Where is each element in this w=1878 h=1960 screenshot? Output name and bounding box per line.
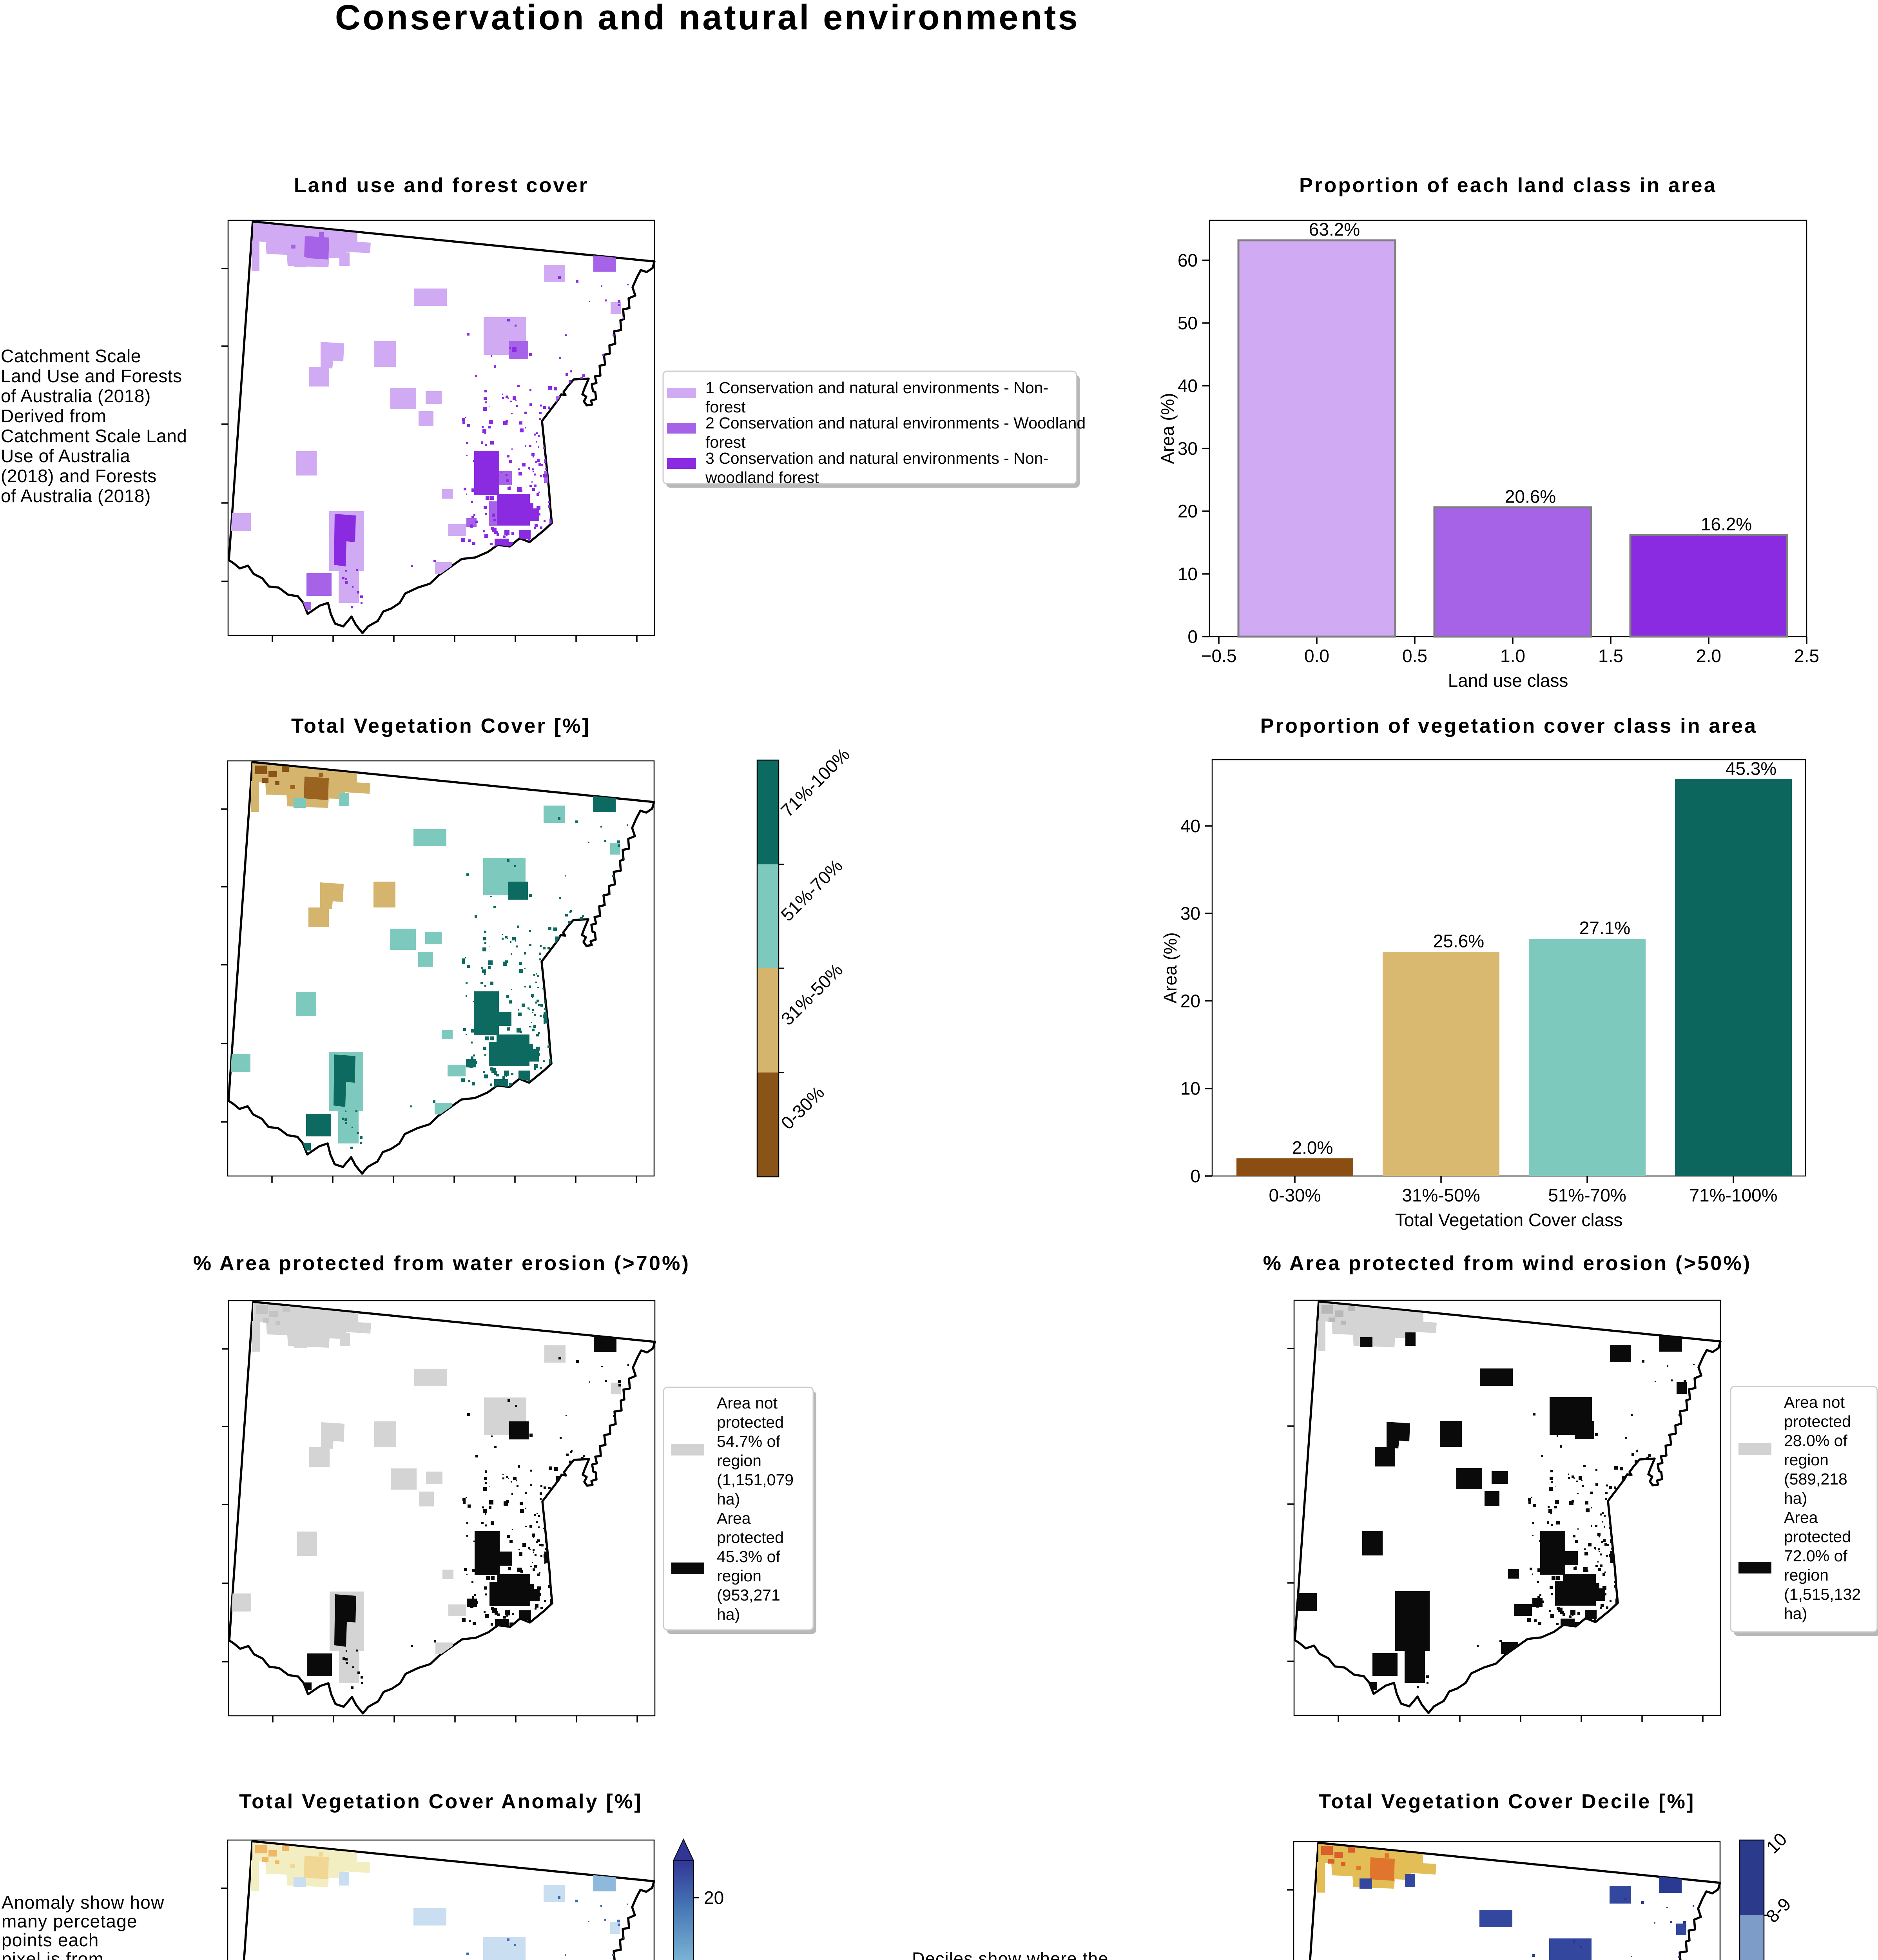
svg-text:63.2%: 63.2% — [1309, 219, 1360, 240]
svg-text:Conservation and natural envir: Conservation and natural environments — [335, 0, 1080, 37]
svg-text:Catchment Scale Land: Catchment Scale Land — [1, 426, 187, 446]
svg-text:protected: protected — [717, 1528, 784, 1546]
svg-text:50: 50 — [1178, 313, 1198, 333]
svg-text:−0.5: −0.5 — [1201, 646, 1237, 666]
svg-text:71%-100%: 71%-100% — [777, 744, 854, 821]
svg-text:Land Use and Forests: Land Use and Forests — [1, 366, 182, 386]
svg-text:points each: points each — [2, 1930, 99, 1950]
svg-text:54.7% of: 54.7% of — [717, 1432, 780, 1450]
svg-text:20: 20 — [1178, 501, 1198, 521]
svg-text:10: 10 — [1762, 1829, 1791, 1857]
svg-text:(2018) and Forests: (2018) and Forests — [1, 466, 157, 486]
svg-text:Area not: Area not — [717, 1394, 778, 1412]
svg-text:Area (%): Area (%) — [1157, 393, 1178, 464]
svg-text:Area: Area — [717, 1509, 751, 1527]
svg-text:pixel is from: pixel is from — [2, 1949, 104, 1960]
svg-text:Catchment Scale: Catchment Scale — [1, 346, 141, 366]
svg-text:40: 40 — [1180, 816, 1200, 836]
svg-text:28.0% of: 28.0% of — [1784, 1432, 1847, 1450]
svg-text:45.3%: 45.3% — [1726, 758, 1776, 779]
svg-text:40: 40 — [1178, 376, 1198, 396]
svg-text:1.5: 1.5 — [1598, 646, 1623, 666]
svg-text:2 Conservation and natural env: 2 Conservation and natural environments … — [705, 414, 1086, 432]
svg-text:0.0: 0.0 — [1304, 646, 1329, 666]
svg-text:woodland forest: woodland forest — [705, 468, 819, 486]
svg-text:region: region — [717, 1567, 761, 1585]
svg-text:protected: protected — [1784, 1412, 1851, 1430]
svg-text:2.0: 2.0 — [1696, 646, 1721, 666]
svg-text:72.0% of: 72.0% of — [1784, 1547, 1847, 1565]
svg-text:30: 30 — [1180, 903, 1200, 924]
svg-text:% Area protected from wind ero: % Area protected from wind erosion (>50%… — [1263, 1252, 1752, 1275]
svg-text:16.2%: 16.2% — [1701, 514, 1752, 534]
svg-text:% Area protected from water er: % Area protected from water erosion (>70… — [193, 1252, 690, 1275]
svg-text:51%-70%: 51%-70% — [1548, 1185, 1626, 1205]
svg-text:8-9: 8-9 — [1762, 1894, 1795, 1927]
svg-text:Total Vegetation Cover [%]: Total Vegetation Cover [%] — [291, 715, 591, 737]
svg-text:45.3% of: 45.3% of — [717, 1548, 780, 1566]
svg-text:31%-50%: 31%-50% — [1402, 1185, 1480, 1205]
svg-text:0.5: 0.5 — [1402, 646, 1427, 666]
svg-text:ha): ha) — [1784, 1489, 1807, 1507]
svg-text:many percetage: many percetage — [2, 1911, 138, 1931]
svg-text:31%-50%: 31%-50% — [777, 960, 847, 1029]
svg-text:0: 0 — [1190, 1166, 1200, 1186]
svg-text:25.6%: 25.6% — [1433, 931, 1484, 951]
svg-text:1.0: 1.0 — [1500, 646, 1525, 666]
svg-text:ha): ha) — [717, 1605, 740, 1623]
svg-text:30: 30 — [1178, 438, 1198, 459]
svg-text:Anomaly show how: Anomaly show how — [2, 1892, 165, 1913]
svg-text:(589,218: (589,218 — [1784, 1470, 1847, 1488]
svg-text:protected: protected — [1784, 1528, 1851, 1546]
svg-text:Proportion of vegetation cover: Proportion of vegetation cover class in … — [1260, 715, 1757, 737]
svg-text:(1,515,132: (1,515,132 — [1784, 1585, 1861, 1603]
svg-text:Area: Area — [1784, 1508, 1818, 1526]
svg-text:of Australia (2018): of Australia (2018) — [1, 386, 151, 406]
svg-text:Area (%): Area (%) — [1160, 932, 1180, 1003]
svg-text:71%-100%: 71%-100% — [1689, 1185, 1777, 1205]
svg-text:(1,151,079: (1,151,079 — [717, 1471, 794, 1489]
svg-text:20: 20 — [704, 1887, 724, 1908]
svg-text:ha): ha) — [717, 1490, 740, 1508]
svg-text:Use of Australia: Use of Australia — [1, 446, 130, 466]
svg-text:Land use class: Land use class — [1448, 670, 1568, 691]
svg-text:10: 10 — [1180, 1078, 1200, 1099]
svg-text:Deciles show where the: Deciles show where the — [912, 1949, 1109, 1960]
svg-text:Derived from: Derived from — [1, 406, 106, 426]
svg-text:region: region — [717, 1452, 761, 1470]
svg-text:protected: protected — [717, 1413, 784, 1431]
svg-text:2.0%: 2.0% — [1292, 1137, 1333, 1158]
svg-text:2.5: 2.5 — [1794, 646, 1819, 666]
svg-text:20: 20 — [1180, 991, 1200, 1011]
svg-text:27.1%: 27.1% — [1579, 918, 1630, 938]
svg-text:Total Vegetation Cover Decile: Total Vegetation Cover Decile [%] — [1318, 1790, 1695, 1813]
svg-text:0: 0 — [1187, 626, 1198, 647]
svg-text:forest: forest — [705, 398, 746, 416]
svg-text:of Australia (2018): of Australia (2018) — [1, 486, 151, 506]
svg-text:region: region — [1784, 1451, 1829, 1469]
svg-text:ha): ha) — [1784, 1604, 1807, 1622]
svg-text:Proportion of each land class: Proportion of each land class in area — [1299, 174, 1717, 197]
svg-text:60: 60 — [1178, 250, 1198, 270]
svg-text:forest: forest — [705, 433, 746, 451]
svg-text:51%-70%: 51%-70% — [777, 855, 847, 925]
svg-text:Land use and forest cover: Land use and forest cover — [294, 174, 589, 197]
svg-text:Area not: Area not — [1784, 1393, 1845, 1411]
svg-text:(953,271: (953,271 — [717, 1586, 780, 1604]
svg-text:Total Vegetation Cover Anomaly: Total Vegetation Cover Anomaly [%] — [239, 1790, 643, 1813]
svg-text:region: region — [1784, 1566, 1829, 1584]
svg-text:10: 10 — [1178, 564, 1198, 584]
svg-text:Total Vegetation Cover class: Total Vegetation Cover class — [1395, 1210, 1622, 1230]
svg-text:0-30%: 0-30% — [777, 1082, 828, 1133]
svg-text:20.6%: 20.6% — [1505, 486, 1556, 506]
svg-text:1 Conservation and natural env: 1 Conservation and natural environments … — [705, 379, 1048, 397]
svg-text:3 Conservation and natural env: 3 Conservation and natural environments … — [705, 449, 1048, 467]
svg-text:0-30%: 0-30% — [1269, 1185, 1321, 1205]
